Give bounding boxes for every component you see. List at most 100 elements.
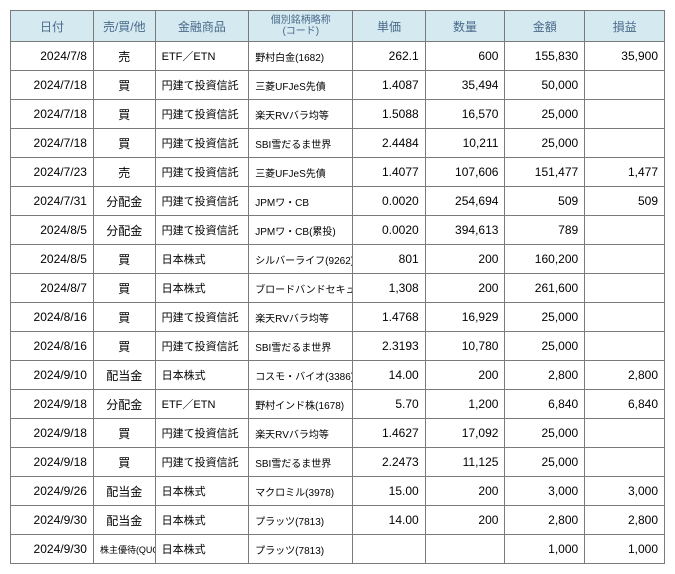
cell-num: 1,000 bbox=[585, 535, 665, 564]
cell-product: 円建て投資信託 bbox=[155, 448, 249, 477]
table-row: 2024/7/8売ETF／ETN野村白金(1682)262.1600155,83… bbox=[11, 42, 665, 71]
cell-num: 14.00 bbox=[353, 506, 425, 535]
cell-type: 分配金 bbox=[93, 216, 155, 245]
table-row: 2024/9/30株主優待(QUOカード)日本株式プラッツ(7813)1,000… bbox=[11, 535, 665, 564]
cell-date: 2024/9/30 bbox=[11, 506, 94, 535]
cell-type: 買 bbox=[93, 332, 155, 361]
cell-product: 円建て投資信託 bbox=[155, 158, 249, 187]
cell-num bbox=[585, 419, 665, 448]
transactions-table: 日付売/買/他金融商品個別銘柄略称(コード)単価数量金額損益 2024/7/8売… bbox=[10, 10, 665, 564]
col-header-0: 日付 bbox=[11, 11, 94, 42]
cell-num: 200 bbox=[425, 506, 505, 535]
cell-name: SBI雪だるま世界 bbox=[249, 448, 353, 477]
cell-name: プラッツ(7813) bbox=[249, 506, 353, 535]
cell-name: JPMワ・CB(累投) bbox=[249, 216, 353, 245]
cell-num: 25,000 bbox=[505, 303, 585, 332]
cell-name: ブロードバンドセキュリティ(4398) bbox=[249, 274, 353, 303]
cell-name: マクロミル(3978) bbox=[249, 477, 353, 506]
cell-num: 1.4087 bbox=[353, 71, 425, 100]
col-header-4: 単価 bbox=[353, 11, 425, 42]
cell-num: 1,200 bbox=[425, 390, 505, 419]
cell-num: 1,000 bbox=[505, 535, 585, 564]
col-header-1: 売/買/他 bbox=[93, 11, 155, 42]
cell-num: 1.4077 bbox=[353, 158, 425, 187]
cell-name: 楽天RVバラ均等 bbox=[249, 100, 353, 129]
cell-num bbox=[585, 129, 665, 158]
cell-type: 買 bbox=[93, 274, 155, 303]
cell-num: 16,570 bbox=[425, 100, 505, 129]
cell-product: 円建て投資信託 bbox=[155, 187, 249, 216]
col-header-3: 個別銘柄略称(コード) bbox=[249, 11, 353, 42]
cell-num: 25,000 bbox=[505, 129, 585, 158]
cell-name: 三菱UFJeS先債 bbox=[249, 158, 353, 187]
cell-num: 1.5088 bbox=[353, 100, 425, 129]
cell-product: ETF／ETN bbox=[155, 390, 249, 419]
table-row: 2024/7/31分配金円建て投資信託JPMワ・CB0.0020254,6945… bbox=[11, 187, 665, 216]
cell-num bbox=[585, 100, 665, 129]
cell-num: 394,613 bbox=[425, 216, 505, 245]
cell-date: 2024/9/18 bbox=[11, 390, 94, 419]
table-row: 2024/8/5分配金円建て投資信託JPMワ・CB(累投)0.0020394,6… bbox=[11, 216, 665, 245]
cell-num: 200 bbox=[425, 274, 505, 303]
cell-num bbox=[425, 535, 505, 564]
cell-num: 155,830 bbox=[505, 42, 585, 71]
cell-num: 15.00 bbox=[353, 477, 425, 506]
cell-date: 2024/8/5 bbox=[11, 245, 94, 274]
cell-num: 25,000 bbox=[505, 100, 585, 129]
cell-name: 野村白金(1682) bbox=[249, 42, 353, 71]
cell-type: 配当金 bbox=[93, 361, 155, 390]
table-row: 2024/7/23売円建て投資信託三菱UFJeS先債1.4077107,6061… bbox=[11, 158, 665, 187]
cell-num: 160,200 bbox=[505, 245, 585, 274]
cell-type: 分配金 bbox=[93, 187, 155, 216]
table-row: 2024/7/18買円建て投資信託SBI雪だるま世界2.448410,21125… bbox=[11, 129, 665, 158]
cell-type: 買 bbox=[93, 448, 155, 477]
cell-type: 買 bbox=[93, 129, 155, 158]
cell-num: 200 bbox=[425, 477, 505, 506]
cell-product: 日本株式 bbox=[155, 361, 249, 390]
cell-num: 1,308 bbox=[353, 274, 425, 303]
table-row: 2024/7/18買円建て投資信託楽天RVバラ均等1.508816,57025,… bbox=[11, 100, 665, 129]
cell-num bbox=[585, 332, 665, 361]
table-row: 2024/9/18分配金ETF／ETN野村インド株(1678)5.701,200… bbox=[11, 390, 665, 419]
cell-product: 円建て投資信託 bbox=[155, 129, 249, 158]
cell-name: 楽天RVバラ均等 bbox=[249, 303, 353, 332]
cell-num: 10,780 bbox=[425, 332, 505, 361]
cell-num bbox=[585, 274, 665, 303]
cell-num bbox=[585, 448, 665, 477]
cell-type: 分配金 bbox=[93, 390, 155, 419]
cell-type: 買 bbox=[93, 303, 155, 332]
cell-product: 円建て投資信託 bbox=[155, 71, 249, 100]
cell-type: 配当金 bbox=[93, 477, 155, 506]
table-row: 2024/9/26配当金日本株式マクロミル(3978)15.002003,000… bbox=[11, 477, 665, 506]
cell-type: 配当金 bbox=[93, 506, 155, 535]
cell-num: 25,000 bbox=[505, 419, 585, 448]
cell-num: 3,000 bbox=[585, 477, 665, 506]
cell-num: 25,000 bbox=[505, 448, 585, 477]
table-row: 2024/8/16買円建て投資信託楽天RVバラ均等1.476816,92925,… bbox=[11, 303, 665, 332]
cell-date: 2024/7/18 bbox=[11, 100, 94, 129]
col-header-6: 金額 bbox=[505, 11, 585, 42]
cell-name: 楽天RVバラ均等 bbox=[249, 419, 353, 448]
table-row: 2024/8/5買日本株式シルバーライフ(9262)801200160,200 bbox=[11, 245, 665, 274]
cell-num: 2.3193 bbox=[353, 332, 425, 361]
cell-num: 16,929 bbox=[425, 303, 505, 332]
cell-product: 円建て投資信託 bbox=[155, 419, 249, 448]
cell-product: 円建て投資信託 bbox=[155, 332, 249, 361]
cell-num: 1.4627 bbox=[353, 419, 425, 448]
cell-product: 円建て投資信託 bbox=[155, 100, 249, 129]
cell-num: 0.0020 bbox=[353, 216, 425, 245]
table-header: 日付売/買/他金融商品個別銘柄略称(コード)単価数量金額損益 bbox=[11, 11, 665, 42]
cell-num: 789 bbox=[505, 216, 585, 245]
cell-num: 262.1 bbox=[353, 42, 425, 71]
cell-num: 5.70 bbox=[353, 390, 425, 419]
cell-num: 509 bbox=[505, 187, 585, 216]
cell-num: 2,800 bbox=[585, 506, 665, 535]
cell-num: 50,000 bbox=[505, 71, 585, 100]
cell-num bbox=[585, 303, 665, 332]
cell-num: 3,000 bbox=[505, 477, 585, 506]
cell-num bbox=[353, 535, 425, 564]
cell-type: 株主優待(QUOカード) bbox=[93, 535, 155, 564]
cell-num: 1,477 bbox=[585, 158, 665, 187]
cell-num: 2.4484 bbox=[353, 129, 425, 158]
cell-num: 200 bbox=[425, 245, 505, 274]
